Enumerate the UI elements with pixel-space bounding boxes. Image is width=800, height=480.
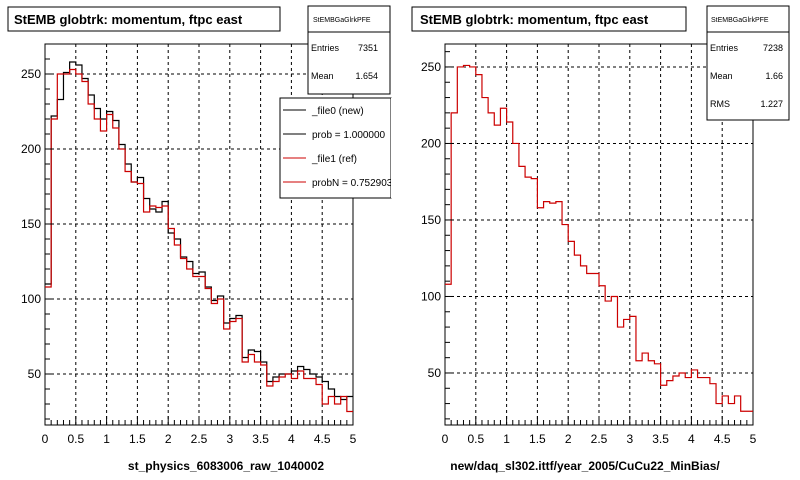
- left-y-tick-label-3: 200: [21, 142, 41, 156]
- right-y-tick-label-1: 100: [421, 289, 441, 303]
- left-x-tick-label-7: 3.5: [252, 432, 269, 446]
- right-x-tick-label-0: 0: [442, 432, 449, 446]
- right-stats-box: StEMBGaGlrkPFE Entries 7238 Mean 1.66 RM…: [706, 5, 790, 121]
- left-x-tick-label-3: 1.5: [129, 432, 146, 446]
- legend-label-new: _file0 (new): [311, 106, 364, 117]
- right-y-tick-label-0: 50: [428, 366, 442, 380]
- left-histogram-panel: 0 0.5 1 1.5 2 2.5 3 3.5 4 4.5 5 50 100 150 200 250 StEM…: [7, 5, 399, 473]
- right-x-tick-label-8: 4: [688, 432, 695, 446]
- left-x-axis-label: st_physics_6083006_raw_1040002: [128, 459, 324, 473]
- right-stats-label-rms: RMS: [710, 99, 730, 109]
- left-axis-ticks: 0 0.5 1 1.5 2 2.5 3 3.5 4 4.5 5 50 100 150 200 250: [21, 43, 357, 446]
- left-y-tick-label-1: 100: [21, 292, 41, 306]
- right-plot-frame: [444, 43, 754, 426]
- right-title-box: StEMB globtrk: momentum, ftpc east: [411, 6, 687, 32]
- left-x-tick-label-1: 0.5: [67, 432, 84, 446]
- left-series--file1-ref--1: [45, 68, 353, 413]
- legend-entry-prob: prob = 1.000000: [283, 130, 386, 141]
- right-stats-name: StEMBGaGlrkPFE: [711, 17, 769, 24]
- right-series-group: [445, 64, 753, 412]
- right-x-tick-label-4: 2: [565, 432, 572, 446]
- left-x-tick-label-6: 3: [226, 432, 233, 446]
- left-legend: _file0 (new) prob = 1.000000 _file1 (ref…: [279, 97, 399, 199]
- legend-label-probn: probN = 0.752903: [312, 178, 393, 189]
- right-x-tick-label-9: 4.5: [714, 432, 731, 446]
- left-stats-label-mean: Mean: [311, 71, 334, 81]
- left-x-tick-label-5: 2.5: [191, 432, 208, 446]
- left-series-group: [45, 61, 353, 413]
- legend-entry-ref: _file1 (ref): [283, 154, 357, 165]
- right-x-tick-label-1: 0.5: [467, 432, 484, 446]
- right-x-axis-label: new/daq_sl302.ittf/year_2005/CuCu22_MinB…: [450, 459, 720, 473]
- left-x-tick-label-8: 4: [288, 432, 295, 446]
- left-x-tick-label-4: 2: [165, 432, 172, 446]
- right-title: StEMB globtrk: momentum, ftpc east: [420, 12, 649, 27]
- right-x-tick-label-10: 5: [750, 432, 757, 446]
- right-stats-label-entries: Entries: [710, 43, 739, 53]
- left-y-tick-label-2: 150: [21, 217, 41, 231]
- right-y-tick-label-2: 150: [421, 213, 441, 227]
- right-stats-value-rms: 1.227: [760, 99, 783, 109]
- right-x-tick-label-3: 1.5: [529, 432, 546, 446]
- right-x-tick-label-6: 3: [626, 432, 633, 446]
- left-stats-value-entries: 7351: [358, 43, 378, 53]
- right-stats-label-mean: Mean: [710, 71, 733, 81]
- legend-clip: [391, 98, 399, 198]
- right-stats-value-mean: 1.66: [765, 71, 783, 81]
- left-x-tick-label-0: 0: [42, 432, 49, 446]
- legend-entry-probn: probN = 0.752903: [283, 178, 393, 189]
- legend-label-ref: _file1 (ref): [311, 154, 357, 165]
- left-y-tick-label-4: 250: [21, 67, 41, 81]
- right-axis-ticks: 0 0.5 1 1.5 2 2.5 3 3.5 4 4.5 5 50 100 150 200 250: [421, 51, 757, 446]
- left-title-box: StEMB globtrk: momentum, ftpc east: [7, 6, 281, 32]
- right-stats-value-entries: 7238: [763, 43, 783, 53]
- legend-entry-new: _file0 (new): [283, 106, 364, 117]
- legend-label-prob: prob = 1.000000: [312, 130, 386, 141]
- right-series-hist-0: [445, 64, 753, 412]
- left-x-tick-label-2: 1: [103, 432, 110, 446]
- right-x-tick-label-2: 1: [503, 432, 510, 446]
- left-title: StEMB globtrk: momentum, ftpc east: [14, 12, 243, 27]
- left-series--file0-new--0: [45, 61, 353, 401]
- left-x-tick-label-10: 5: [350, 432, 357, 446]
- left-y-tick-label-0: 50: [28, 367, 42, 381]
- left-x-tick-label-9: 4.5: [314, 432, 331, 446]
- right-y-tick-label-3: 200: [421, 136, 441, 150]
- left-stats-value-mean: 1.654: [355, 71, 378, 81]
- right-histogram-panel: 0 0.5 1 1.5 2 2.5 3 3.5 4 4.5 5 50 100 150 200 250 StEM…: [411, 5, 790, 473]
- right-y-tick-label-4: 250: [421, 60, 441, 74]
- right-x-tick-label-7: 3.5: [652, 432, 669, 446]
- left-stats-label-entries: Entries: [311, 43, 340, 53]
- left-stats-box: StEMBGaGlrkPFE Entries 7351 Mean 1.654: [307, 5, 391, 95]
- left-stats-name: StEMBGaGlrkPFE: [313, 17, 371, 24]
- right-x-tick-label-5: 2.5: [591, 432, 608, 446]
